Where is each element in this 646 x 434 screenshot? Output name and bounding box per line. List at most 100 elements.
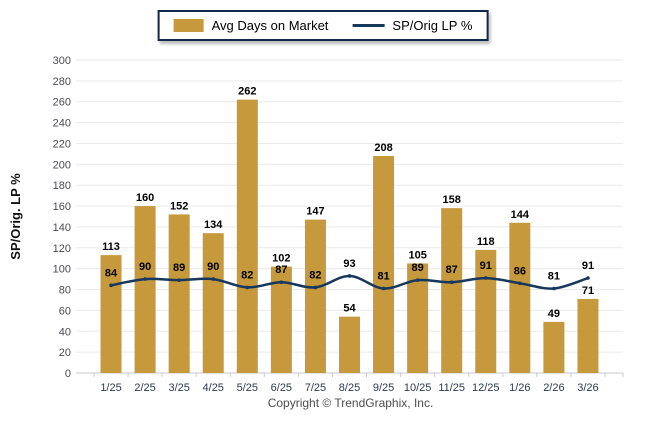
x-tick-label: 11/25 <box>438 382 465 394</box>
line-value-label: 84 <box>105 267 118 279</box>
x-tick-label: 1/26 <box>509 382 530 394</box>
bar-value-label: 105 <box>408 249 426 261</box>
line-value-label: 90 <box>207 261 219 273</box>
line-point <box>552 286 556 291</box>
bar-value-label: 158 <box>443 194 461 206</box>
line-point <box>245 285 250 290</box>
bar-series-legend-label: Avg Days on Market <box>211 18 329 33</box>
bar-value-label: 144 <box>511 209 530 221</box>
x-tick-label: 12/25 <box>472 382 500 394</box>
bar-2/26 <box>543 321 565 373</box>
bar-1/26 <box>509 222 531 373</box>
bar-3/25 <box>168 214 190 373</box>
bar-3/26 <box>577 298 599 373</box>
copyright-text: Copyright © TrendGraphix, Inc. <box>267 396 434 410</box>
line-value-label: 86 <box>514 265 526 277</box>
x-tick-label: 3/25 <box>168 382 189 394</box>
line-value-label: 90 <box>139 261 151 273</box>
bar-6/25 <box>270 266 292 373</box>
line-point <box>415 278 420 282</box>
gridlines <box>76 59 623 374</box>
line-value-label: 82 <box>241 269 253 281</box>
line-point <box>347 274 352 278</box>
bar-series-swatch-icon <box>173 19 204 32</box>
bar-value-label: 113 <box>102 241 120 253</box>
chart-legend: Avg Days on Market SP/Orig LP % <box>157 10 489 41</box>
x-tick-label: 4/25 <box>203 382 224 394</box>
line-point <box>211 277 216 281</box>
bar-11/25 <box>441 208 463 373</box>
x-tick-label: 2/26 <box>543 382 564 394</box>
bar-value-label: 49 <box>548 308 560 320</box>
bar-value-label: 147 <box>306 206 324 218</box>
y-tick-label: 200 <box>53 159 71 171</box>
bar-value-label: 208 <box>374 142 392 154</box>
y-tick-label: 180 <box>53 180 71 192</box>
line-point <box>483 276 488 280</box>
bar-8/25 <box>339 316 360 373</box>
bar-value-label: 54 <box>343 303 356 315</box>
y-tick-label: 280 <box>53 76 71 88</box>
line-value-label: 87 <box>446 264 458 276</box>
y-axis-tick-labels: 0 20 40 60 80 100 120 140 160 180 200 220 240 260 280 3… <box>53 55 71 380</box>
line-value-label: 93 <box>343 258 355 270</box>
line-point <box>109 283 113 288</box>
x-tick-label: 10/25 <box>404 382 432 394</box>
line-value-label: 81 <box>377 270 389 282</box>
line-value-labels: 84 90 89 90 82 87 82 93 81 89 87 91 86 81 91 <box>105 258 594 283</box>
x-tick-label: 2/25 <box>134 382 155 394</box>
line-point <box>177 278 181 282</box>
bar-value-labels: 113 160 152 134 262 102 147 54 208 105 158 118 144 49… <box>102 86 594 320</box>
y-tick-label: 40 <box>59 326 71 338</box>
y-tick-label: 0 <box>65 368 71 380</box>
line-series-swatch-icon <box>352 24 385 27</box>
line-point <box>518 281 522 286</box>
line-point <box>449 280 454 285</box>
bar-12/25 <box>475 249 497 373</box>
bar-9/25 <box>373 155 395 373</box>
bar-2/25 <box>134 206 156 373</box>
x-tick-label: 3/26 <box>577 382 598 394</box>
bar-value-label: 152 <box>170 200 188 212</box>
line-value-label: 89 <box>412 262 424 274</box>
line-value-label: 89 <box>173 262 185 274</box>
line-point <box>586 276 590 280</box>
bars <box>100 99 599 373</box>
bar-value-label: 118 <box>477 236 495 248</box>
x-tick-label: 8/25 <box>339 382 360 394</box>
trend-line-markers <box>109 274 590 291</box>
line-value-label: 91 <box>582 260 594 272</box>
line-point <box>381 286 386 291</box>
bar-value-label: 71 <box>582 285 594 297</box>
bar-5/25 <box>236 99 258 373</box>
line-point <box>143 277 147 281</box>
x-tick-label: 7/25 <box>305 382 326 394</box>
y-tick-label: 140 <box>53 222 71 234</box>
line-series-legend-label: SP/Orig LP % <box>392 18 473 33</box>
y-tick-label: 160 <box>53 201 71 213</box>
line-value-label: 91 <box>480 260 492 272</box>
y-tick-label: 100 <box>53 264 71 276</box>
bar-value-label: 102 <box>272 253 290 265</box>
bar-value-label: 160 <box>136 192 154 204</box>
x-axis-tick-labels: 1/25 2/25 3/25 4/25 5/25 6/25 7/25 8/25 9/25 10/2… <box>100 382 598 394</box>
y-tick-label: 80 <box>59 285 71 297</box>
line-point <box>313 285 318 290</box>
y-tick-label: 220 <box>53 138 71 150</box>
bar-value-label: 262 <box>238 86 256 98</box>
bar-10/25 <box>407 263 429 373</box>
y-tick-label: 260 <box>53 97 71 109</box>
y-tick-label: 20 <box>59 347 71 359</box>
line-point <box>279 280 284 285</box>
y-tick-label: 60 <box>59 305 71 317</box>
bar-value-label: 134 <box>204 219 223 231</box>
y-tick-label: 240 <box>53 118 71 130</box>
x-tick-label: 1/25 <box>100 382 121 394</box>
x-axis-ticks <box>93 373 624 377</box>
y-tick-label: 120 <box>53 243 71 255</box>
line-value-label: 87 <box>275 264 287 276</box>
y-tick-label: 300 <box>53 55 71 67</box>
line-value-label: 82 <box>309 269 321 281</box>
